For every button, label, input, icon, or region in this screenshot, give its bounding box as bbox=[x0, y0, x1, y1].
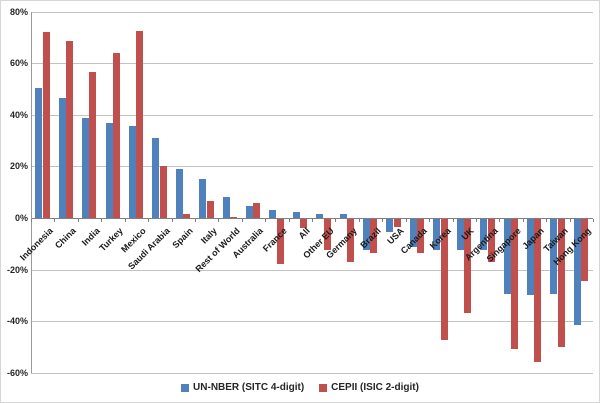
bar-brazil-cepii bbox=[370, 219, 378, 253]
legend-entry-cepii: CEPII (ISIC 2-digit) bbox=[319, 382, 419, 394]
gridline bbox=[31, 12, 593, 13]
gridline bbox=[31, 166, 593, 167]
zero-axis-line bbox=[31, 218, 593, 219]
bar-indonesia-un-nber bbox=[35, 87, 43, 218]
x-axis-tick bbox=[148, 219, 149, 222]
y-axis-tick-label: 40% bbox=[9, 110, 28, 120]
x-axis-tick bbox=[265, 219, 266, 222]
gridline bbox=[31, 270, 593, 271]
bar-canada-cepii bbox=[417, 219, 425, 253]
bar-mexico-cepii bbox=[136, 31, 144, 218]
x-axis-tick bbox=[312, 219, 313, 222]
y-axis-tick-label: -40% bbox=[6, 316, 28, 326]
x-axis-tick bbox=[195, 219, 196, 222]
bar-turkey-un-nber bbox=[105, 123, 113, 218]
gridline bbox=[31, 321, 593, 322]
x-axis-tick bbox=[172, 219, 173, 222]
legend-entry-un-nber: UN-NBER (SITC 4-digit) bbox=[181, 382, 304, 394]
x-axis-tick bbox=[406, 219, 407, 222]
x-axis-tick bbox=[382, 219, 383, 222]
bar-korea-un-nber bbox=[433, 219, 441, 250]
bar-usa-un-nber bbox=[386, 219, 394, 232]
bar-germany-cepii bbox=[347, 219, 354, 262]
bar-hong-kong-cepii bbox=[581, 219, 589, 281]
y-axis-tick-label: 20% bbox=[9, 161, 28, 171]
bar-china-un-nber bbox=[58, 98, 66, 218]
x-axis-tick bbox=[242, 219, 243, 222]
bar-turkey-cepii bbox=[112, 53, 120, 218]
bar-italy-un-nber bbox=[199, 179, 207, 218]
y-axis-line bbox=[31, 12, 32, 373]
bar-taiwan-cepii bbox=[557, 219, 565, 347]
bar-japan-cepii bbox=[534, 219, 542, 363]
x-axis-tick bbox=[359, 219, 360, 222]
bar-uk-cepii bbox=[464, 219, 472, 314]
bar-spain-un-nber bbox=[175, 169, 183, 218]
gridline bbox=[31, 373, 593, 374]
bar-india-un-nber bbox=[82, 117, 89, 218]
legend-label-cepii: CEPII (ISIC 2-digit) bbox=[331, 382, 419, 393]
bar-singapore-cepii bbox=[510, 219, 518, 350]
gridline bbox=[31, 115, 593, 116]
x-axis-tick bbox=[476, 219, 477, 222]
bar-taiwan-un-nber bbox=[550, 219, 558, 294]
bar-australia-cepii bbox=[253, 202, 261, 218]
x-axis-tick bbox=[546, 219, 547, 222]
x-axis-tick bbox=[78, 219, 79, 222]
bar-saudi-arabia-un-nber bbox=[152, 138, 160, 218]
bar-india-cepii bbox=[89, 72, 97, 218]
bar-all-cepii bbox=[300, 219, 308, 228]
x-axis-tick bbox=[593, 219, 594, 222]
bar-mexico-un-nber bbox=[128, 125, 136, 218]
bar-argentina-cepii bbox=[487, 219, 495, 262]
x-axis-tick bbox=[54, 219, 55, 222]
bar-other-eu-cepii bbox=[323, 219, 331, 250]
y-axis-tick-label: -20% bbox=[6, 265, 28, 275]
bar-other-eu-un-nber bbox=[316, 214, 324, 218]
x-axis-tick bbox=[31, 219, 32, 222]
bar-italy-cepii bbox=[206, 201, 214, 218]
bar-rest-of-world-cepii bbox=[229, 216, 237, 218]
bar-hong-kong-un-nber bbox=[573, 219, 581, 325]
gridline bbox=[31, 63, 593, 64]
bar-germany-un-nber bbox=[339, 213, 347, 218]
bar-usa-cepii bbox=[393, 219, 401, 227]
bar-saudi-arabia-cepii bbox=[159, 166, 167, 218]
bar-australia-un-nber bbox=[245, 206, 253, 218]
x-axis-tick bbox=[335, 219, 336, 222]
chart-legend: UN-NBER (SITC 4-digit) CEPII (ISIC 2-dig… bbox=[1, 382, 599, 394]
bar-spain-cepii bbox=[183, 214, 191, 218]
bar-all-un-nber bbox=[292, 212, 300, 218]
bar-canada-un-nber bbox=[409, 219, 417, 248]
bar-brazil-un-nber bbox=[363, 219, 370, 250]
bar-japan-un-nber bbox=[527, 219, 534, 296]
bar-singapore-un-nber bbox=[503, 219, 511, 294]
bar-argentina-un-nber bbox=[480, 219, 488, 250]
bar-korea-cepii bbox=[440, 219, 448, 341]
legend-swatch-blue bbox=[181, 384, 190, 392]
bar-china-cepii bbox=[66, 41, 73, 218]
x-axis-tick bbox=[429, 219, 430, 222]
x-axis-tick bbox=[453, 219, 454, 222]
x-axis-tick bbox=[523, 219, 524, 222]
bar-rest-of-world-un-nber bbox=[222, 197, 230, 218]
bar-indonesia-cepii bbox=[42, 32, 50, 218]
x-axis-tick bbox=[499, 219, 500, 222]
bar-uk-un-nber bbox=[456, 219, 464, 250]
bar-france-cepii bbox=[276, 219, 284, 265]
x-axis-tick bbox=[125, 219, 126, 222]
x-axis-tick bbox=[289, 219, 290, 222]
y-axis-tick-label: 80% bbox=[9, 7, 28, 17]
y-axis-tick-label: -60% bbox=[6, 368, 28, 378]
x-axis-tick bbox=[101, 219, 102, 222]
legend-label-un-nber: UN-NBER (SITC 4-digit) bbox=[193, 382, 305, 393]
bar-france-un-nber bbox=[269, 210, 277, 218]
x-axis-tick bbox=[218, 219, 219, 222]
y-axis-tick-label: 60% bbox=[9, 58, 28, 68]
x-axis-tick bbox=[570, 219, 571, 222]
legend-swatch-red bbox=[319, 384, 328, 392]
y-axis-tick-label: 0% bbox=[14, 213, 28, 223]
